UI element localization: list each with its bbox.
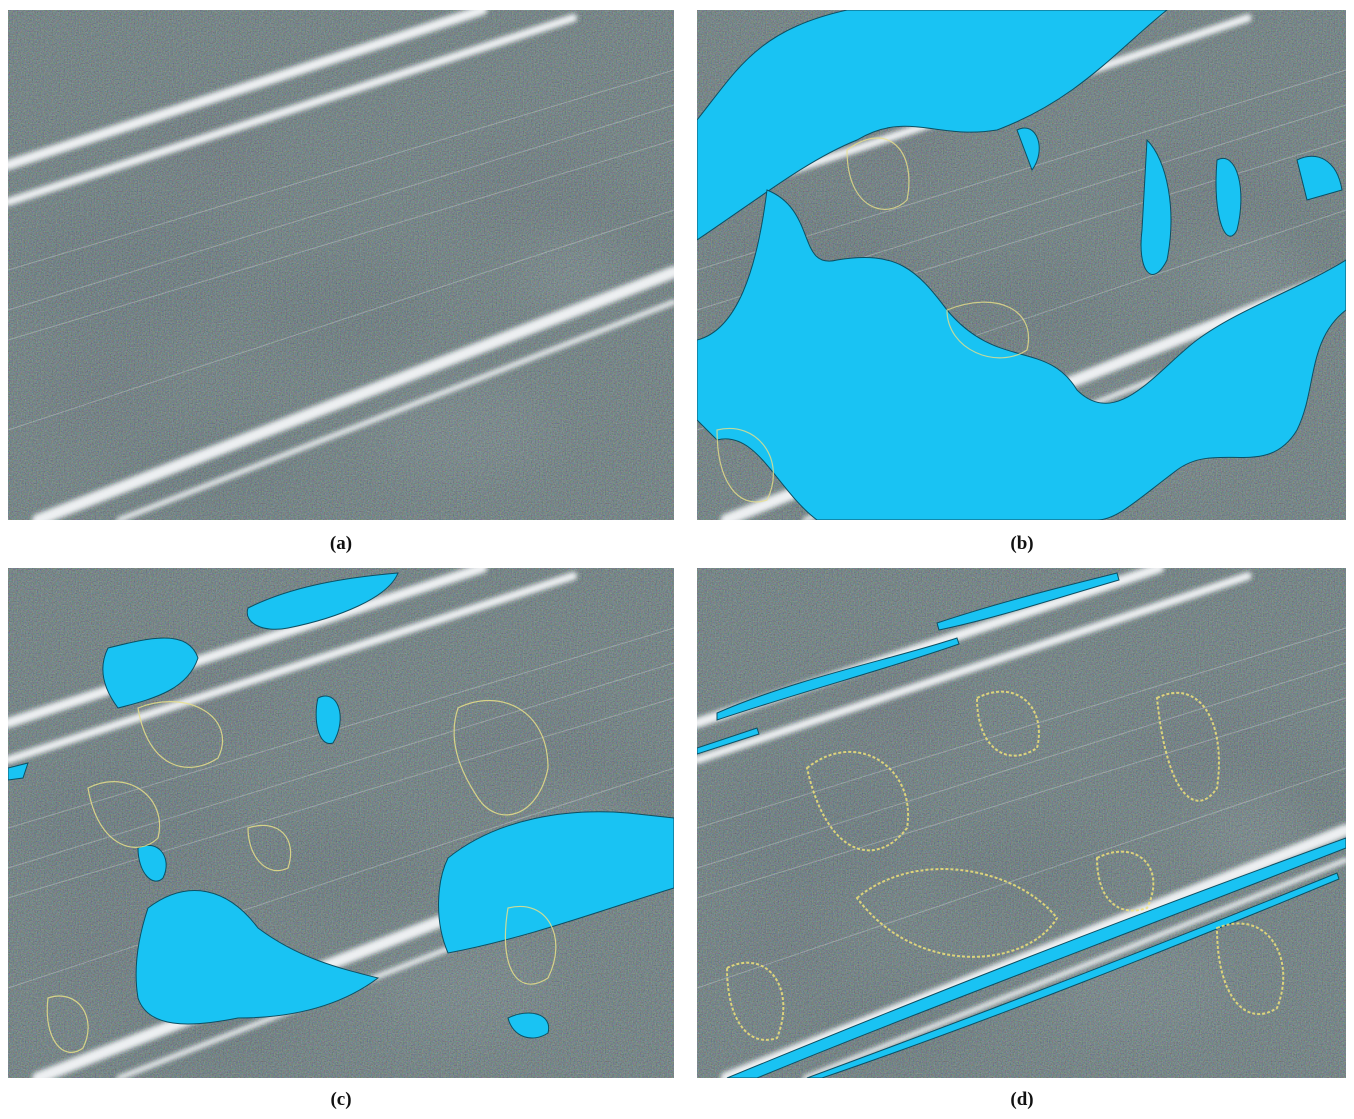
panel-caption: (b)	[962, 533, 1082, 555]
panel-caption: (a)	[281, 533, 401, 555]
figure: {"figure": {"panels": [{"label": "(a)"},…	[0, 0, 1354, 1119]
panel-caption: (d)	[962, 1089, 1082, 1111]
image-panel-b	[697, 10, 1346, 520]
panel-caption: (c)	[281, 1089, 401, 1111]
image-panel-a	[8, 10, 674, 520]
image-panel-c	[8, 568, 674, 1078]
image-panel-d	[697, 568, 1346, 1078]
